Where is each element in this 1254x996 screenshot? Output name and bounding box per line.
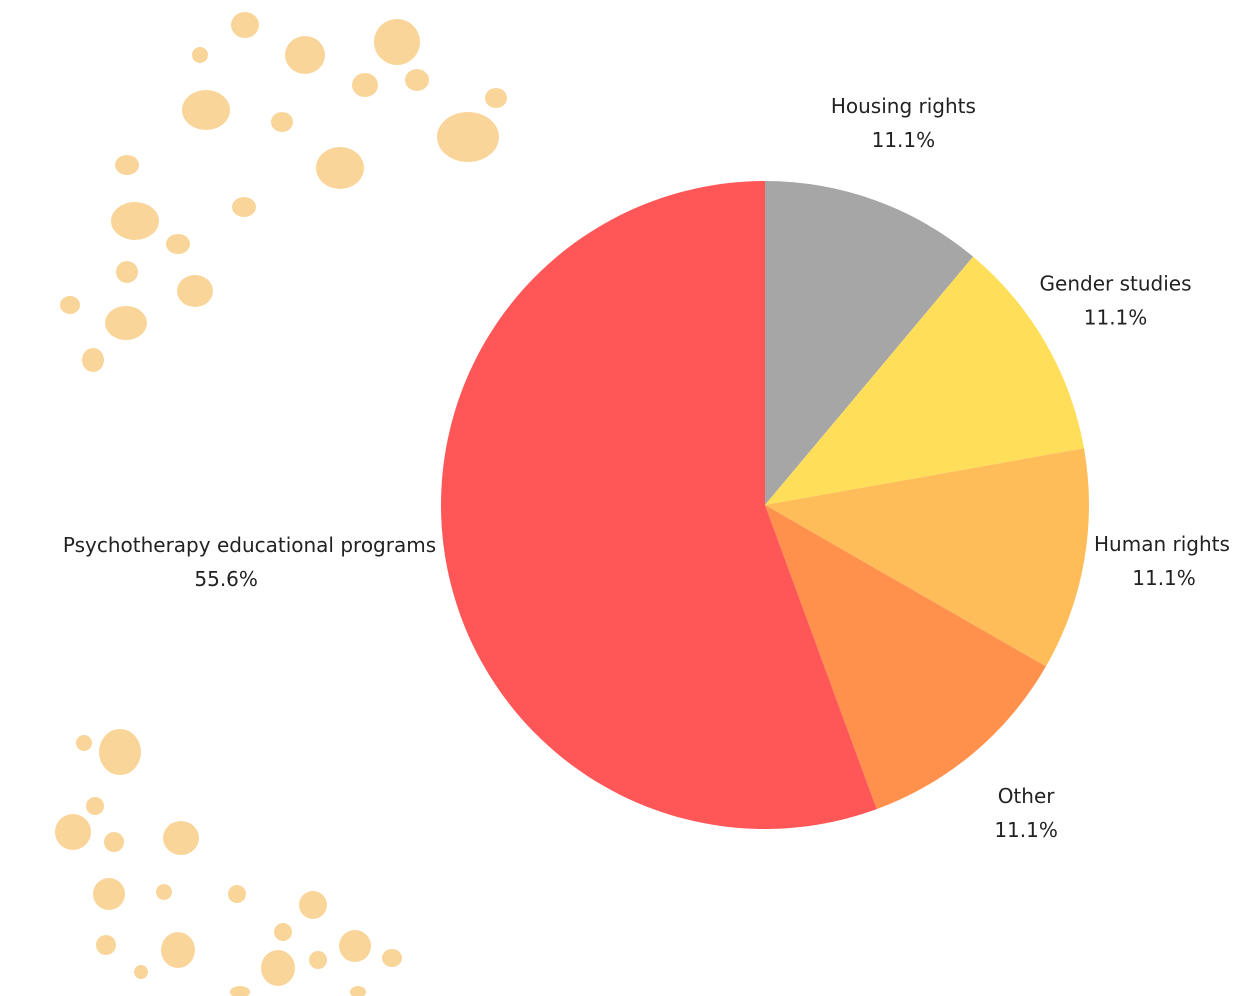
slice-value: 55.6% — [194, 567, 258, 591]
chart: Housing rights 11.1% Gender studies 11.1% Hu… — [0, 0, 1254, 996]
slice-value: 11.1% — [1084, 306, 1148, 330]
slice-label: Psychotherapy educational programs — [63, 533, 436, 557]
slice-label: Gender studies — [1040, 272, 1192, 296]
slice-value: 11.1% — [872, 128, 936, 152]
slice-label: Human rights — [1094, 532, 1230, 556]
slice-label: Other — [998, 784, 1056, 808]
slice-value: 11.1% — [1132, 566, 1196, 590]
slice-value: 11.1% — [994, 818, 1058, 842]
slice-label: Housing rights — [831, 94, 976, 118]
decoration — [55, 12, 507, 996]
page: {"chart_data": {"type": "pie", "categori… — [0, 0, 1254, 996]
